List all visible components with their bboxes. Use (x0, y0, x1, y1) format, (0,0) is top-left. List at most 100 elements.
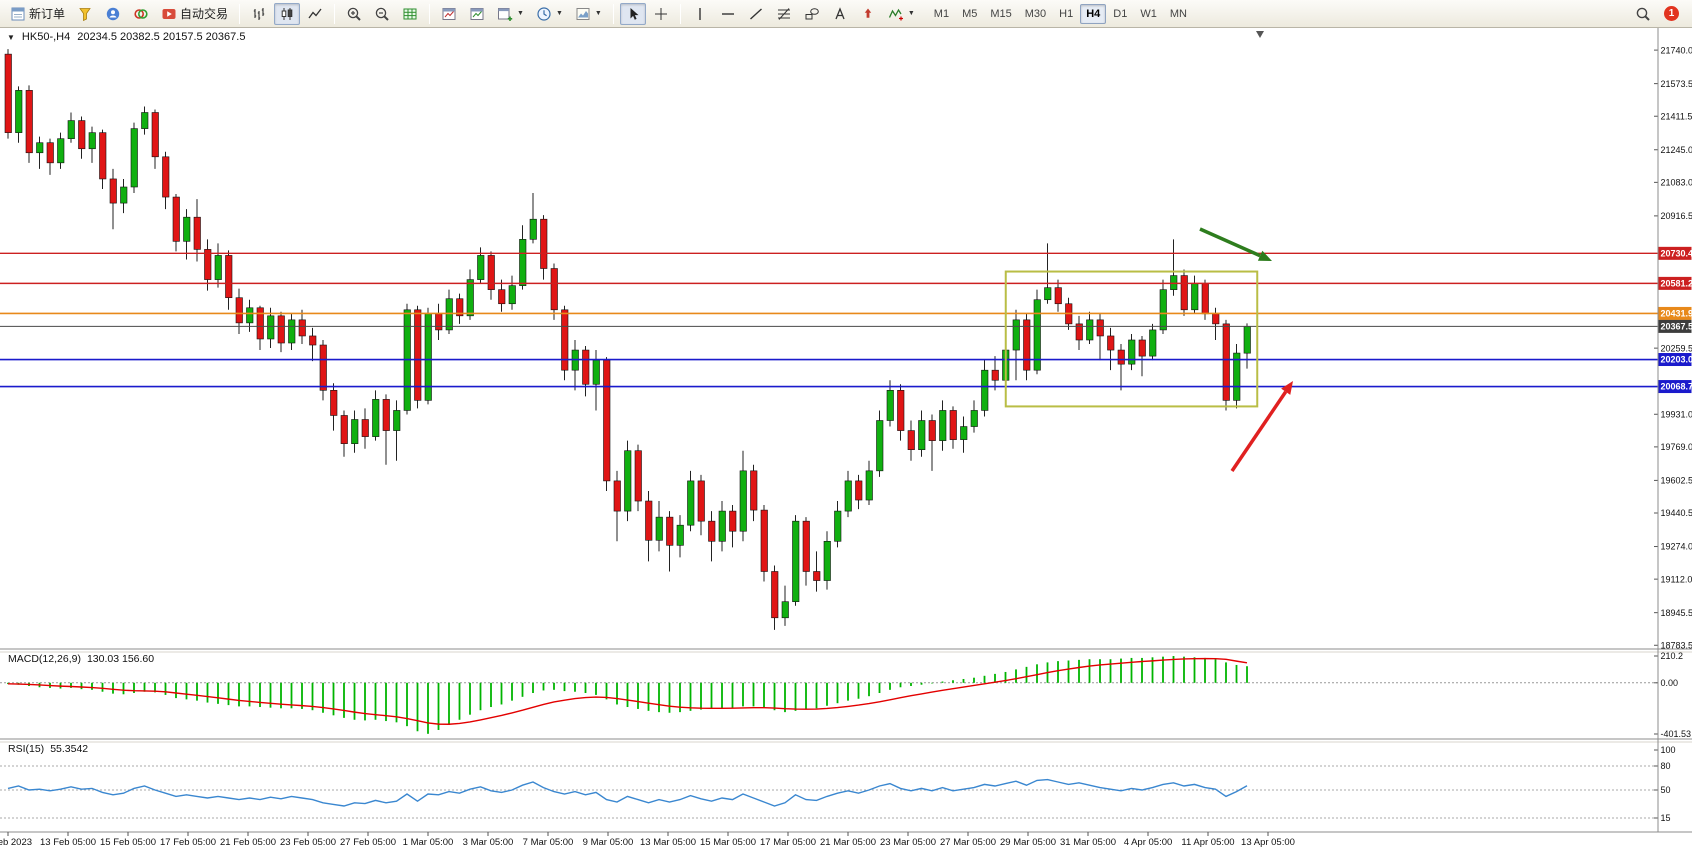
candle-body (886, 390, 894, 421)
collapse-triangle-icon[interactable]: ▼ (7, 32, 15, 42)
candle-body (949, 410, 957, 440)
arrow-label-button[interactable] (855, 3, 881, 25)
support-line-2-price-text: 20068.7 (1661, 382, 1692, 392)
periods-button[interactable]: ▼ (531, 3, 568, 25)
candle-body (372, 399, 380, 437)
timeframe-d1-button[interactable]: D1 (1113, 7, 1128, 20)
candle-body (1117, 349, 1125, 365)
candle-body (46, 142, 54, 164)
vline-icon (699, 7, 701, 20)
candle-body (435, 313, 443, 331)
toolbar-separator (612, 3, 614, 24)
chart-title: ▼ HK50-,H4 20234.5 20382.5 20157.5 20367… (7, 31, 245, 43)
candle-body (708, 520, 716, 542)
rsi-scale-label: 80 (1661, 761, 1671, 771)
templates-button[interactable]: ▼ (570, 3, 607, 25)
data-folder-button[interactable] (72, 3, 98, 25)
notification-badge[interactable]: 1 (1664, 6, 1679, 21)
candle-body (57, 138, 65, 164)
candle-body (277, 315, 285, 344)
timeframe-h1-button[interactable]: H1 (1059, 7, 1074, 20)
fibonacci-button[interactable] (771, 3, 797, 25)
x-axis-label: 1 Mar 05:00 (403, 837, 454, 848)
zoom-in-button[interactable] (341, 3, 367, 25)
candle-body (1212, 313, 1220, 325)
x-axis-label: 21 Mar 05:00 (820, 837, 876, 848)
crosshair-button[interactable] (648, 3, 674, 25)
timeframe-m30-button[interactable]: M30 (1024, 7, 1047, 20)
shapes-button[interactable] (799, 3, 825, 25)
candle-body (99, 132, 107, 180)
candle-body (225, 255, 233, 299)
rsi-scale-label: 100 (1661, 745, 1676, 755)
candlestick-chart-button[interactable] (274, 2, 301, 25)
line-chart-button[interactable] (302, 3, 328, 25)
new-chart-button[interactable]: ▼ (492, 3, 529, 25)
candle-body (634, 450, 642, 502)
bar-chart-button[interactable] (246, 3, 272, 25)
cursor-button[interactable] (619, 2, 646, 25)
indicators-button[interactable]: ▼ (883, 3, 920, 25)
chart-shift-marker[interactable] (1256, 31, 1264, 38)
timeframe-mn-button[interactable]: MN (1169, 7, 1187, 20)
candle-body (760, 509, 768, 572)
yellow-stack-icon (79, 7, 91, 21)
cascade-windows-button[interactable] (436, 3, 462, 25)
y-axis-tick-label: 19440.5 (1661, 508, 1692, 518)
text-button[interactable] (827, 3, 853, 25)
timeframe-m15-button[interactable]: M15 (990, 7, 1012, 20)
toolbar-separator (239, 3, 241, 24)
grid-button[interactable] (397, 3, 423, 25)
trendline-button[interactable] (743, 3, 769, 25)
candle-body (802, 520, 810, 572)
rsi-scale-label: 15 (1661, 813, 1671, 823)
polyline-icon (308, 8, 322, 18)
y-axis-tick-label: 20259.5 (1661, 343, 1692, 353)
candle-body (991, 369, 999, 381)
text-a-icon (835, 6, 845, 19)
bars-icon (253, 7, 265, 20)
timeframe-m1-button[interactable]: M1 (933, 7, 950, 20)
consolidation-box[interactable] (1004, 270, 1259, 408)
chevron-down-icon: ▼ (594, 10, 602, 17)
timeframe-h4-button[interactable]: H4 (1080, 3, 1107, 24)
horizontal-line-button[interactable] (715, 3, 741, 25)
candlestick-series (4, 49, 1251, 630)
candle-body (466, 279, 474, 317)
toolbar-left-groups: 新订单 自动交易 ▼ ▼ ▼ ▼ (5, 2, 920, 25)
macd-scale-label: 210.2 (1661, 651, 1684, 661)
candle-body (267, 315, 275, 340)
tile-windows-button[interactable] (464, 3, 490, 25)
new-order-button[interactable]: 新订单 (5, 3, 70, 25)
toolbar: 新订单 自动交易 ▼ ▼ ▼ ▼ M1 M5 M15 M30 H1 H4 D1 W1 MN 1 (0, 0, 1692, 28)
candle-body (897, 390, 905, 431)
ohlc-values: 20234.5 20382.5 20157.5 20367.5 (77, 31, 246, 43)
current-price-line-price-text: 20367.5 (1661, 322, 1692, 332)
candle-body (1023, 319, 1031, 371)
candle-body (666, 516, 674, 546)
green-arrow[interactable] (1199, 227, 1261, 258)
red-arrow-head (1281, 381, 1293, 395)
vertical-line-button[interactable] (687, 3, 713, 25)
candle-body (676, 524, 684, 546)
candle-body (687, 480, 695, 526)
autotrading-button[interactable]: 自动交易 (156, 3, 233, 25)
toolbar-separator (679, 3, 681, 24)
timeframe-w1-button[interactable]: W1 (1140, 7, 1157, 20)
y-axis-tick-label: 19931.0 (1661, 409, 1692, 419)
zoom-out-button[interactable] (369, 3, 395, 25)
timeframe-m5-button[interactable]: M5 (962, 7, 978, 20)
support-line-2-price-badge (1658, 380, 1692, 394)
red-arrow[interactable] (1230, 390, 1288, 472)
search-button[interactable] (1630, 3, 1656, 25)
autotrade-status-icon[interactable] (128, 3, 154, 25)
community-button[interactable] (100, 3, 126, 25)
y-axis-tick-label: 20916.5 (1661, 211, 1692, 221)
candle-body (288, 319, 296, 344)
candle-body (1191, 283, 1199, 311)
search-icon (1636, 7, 1650, 21)
shapes-icon (805, 7, 819, 19)
candle-body (172, 196, 180, 242)
chevron-down-icon: ▼ (517, 10, 524, 17)
